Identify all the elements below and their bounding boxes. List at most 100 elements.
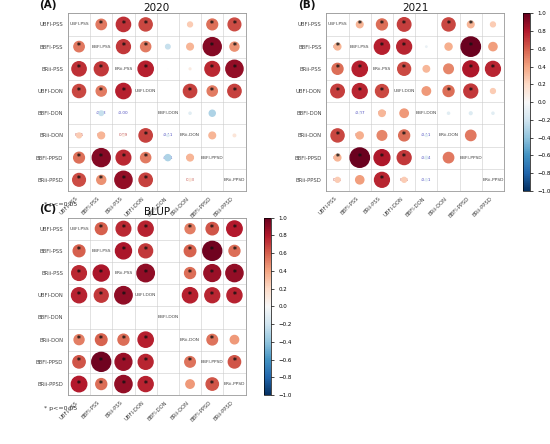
Text: 0.67: 0.67 — [333, 133, 342, 138]
Text: 0.81: 0.81 — [377, 155, 387, 160]
Circle shape — [461, 37, 480, 56]
Circle shape — [374, 150, 390, 166]
Circle shape — [92, 353, 111, 371]
Text: 0.43: 0.43 — [185, 382, 195, 386]
Text: *: * — [122, 224, 125, 233]
Circle shape — [209, 132, 216, 139]
Circle shape — [73, 356, 85, 368]
Circle shape — [377, 131, 387, 140]
Text: *: * — [100, 224, 103, 233]
Text: *: * — [77, 87, 81, 95]
Text: 0.49: 0.49 — [377, 133, 387, 138]
Circle shape — [116, 222, 131, 236]
Text: *: * — [210, 291, 214, 300]
Text: *: * — [77, 153, 81, 162]
Text: 0.77: 0.77 — [141, 382, 150, 386]
Text: BRii-PSS: BRii-PSS — [114, 271, 133, 275]
Text: -0.11: -0.11 — [163, 133, 173, 138]
Circle shape — [74, 152, 84, 163]
Text: *: * — [100, 357, 103, 366]
Circle shape — [115, 171, 132, 188]
Circle shape — [139, 18, 152, 31]
Text: BBFI-DON: BBFI-DON — [157, 315, 178, 320]
Text: BRii-DON: BRii-DON — [180, 133, 200, 138]
Text: *: * — [100, 87, 103, 95]
Circle shape — [96, 86, 106, 96]
Text: *: * — [233, 224, 236, 233]
Circle shape — [334, 44, 341, 50]
Text: 0.56: 0.56 — [333, 67, 342, 71]
Text: 0.67: 0.67 — [74, 89, 84, 93]
Circle shape — [186, 380, 194, 388]
Text: 0.56: 0.56 — [400, 133, 409, 138]
Circle shape — [399, 130, 410, 141]
Circle shape — [376, 84, 388, 98]
Circle shape — [138, 377, 153, 392]
Text: BBFI-PPSD: BBFI-PPSD — [201, 155, 223, 160]
Text: 0.63: 0.63 — [74, 360, 84, 364]
Text: 0.36: 0.36 — [355, 133, 364, 138]
Text: 0.43: 0.43 — [400, 111, 409, 115]
Title: 2021: 2021 — [402, 3, 428, 12]
Text: 0.25: 0.25 — [400, 178, 409, 182]
Circle shape — [332, 63, 343, 74]
Circle shape — [204, 265, 221, 281]
Text: 0.69: 0.69 — [333, 89, 342, 93]
Text: *: * — [380, 20, 384, 29]
Circle shape — [187, 155, 194, 161]
Circle shape — [375, 172, 389, 187]
Text: 0.13: 0.13 — [185, 178, 195, 182]
Circle shape — [74, 335, 84, 345]
Circle shape — [139, 244, 152, 258]
Text: *: * — [144, 20, 147, 29]
Text: 0.76: 0.76 — [141, 360, 150, 364]
Text: *: * — [233, 357, 236, 366]
Title: 2020: 2020 — [144, 3, 170, 12]
Text: *: * — [402, 131, 406, 140]
Circle shape — [448, 112, 449, 114]
Text: *: * — [100, 269, 103, 278]
Circle shape — [359, 112, 360, 114]
Text: *: * — [336, 153, 339, 162]
Text: *: * — [77, 335, 81, 344]
Text: *: * — [122, 175, 125, 184]
Circle shape — [72, 62, 86, 76]
Circle shape — [73, 174, 85, 186]
Text: 0.71: 0.71 — [400, 155, 409, 160]
Circle shape — [397, 151, 411, 165]
Text: *: * — [144, 175, 147, 184]
Text: *: * — [380, 87, 384, 95]
Text: *: * — [77, 380, 81, 388]
Text: 0.86: 0.86 — [119, 360, 128, 364]
Circle shape — [94, 265, 109, 281]
Text: 0.42: 0.42 — [355, 178, 364, 182]
Text: 0.97: 0.97 — [97, 360, 106, 364]
Text: *: * — [122, 335, 125, 344]
Text: 0.78: 0.78 — [355, 67, 364, 71]
Circle shape — [115, 353, 132, 370]
Text: *: * — [233, 64, 236, 73]
Circle shape — [96, 19, 107, 30]
Text: *: * — [77, 357, 81, 366]
Circle shape — [468, 21, 474, 28]
Text: 0.34: 0.34 — [185, 155, 195, 160]
Circle shape — [491, 22, 496, 27]
Circle shape — [137, 264, 155, 282]
Circle shape — [425, 135, 427, 136]
Text: *: * — [233, 291, 236, 300]
Text: *: * — [122, 20, 125, 29]
Text: BBFI-DON: BBFI-DON — [157, 111, 178, 115]
Text: *: * — [188, 87, 192, 95]
Text: 0.34: 0.34 — [333, 44, 342, 49]
Text: 0.25: 0.25 — [74, 133, 84, 138]
Text: UBFI-PSS: UBFI-PSS — [69, 22, 89, 27]
Circle shape — [189, 112, 191, 114]
Circle shape — [331, 129, 344, 142]
Text: BRii-PSS: BRii-PSS — [373, 67, 391, 71]
Text: *: * — [188, 269, 192, 278]
Circle shape — [116, 17, 130, 32]
Text: *: * — [144, 357, 147, 366]
Text: BRii-PPSD: BRii-PPSD — [224, 382, 245, 386]
Circle shape — [139, 173, 152, 186]
Text: *: * — [122, 246, 125, 255]
